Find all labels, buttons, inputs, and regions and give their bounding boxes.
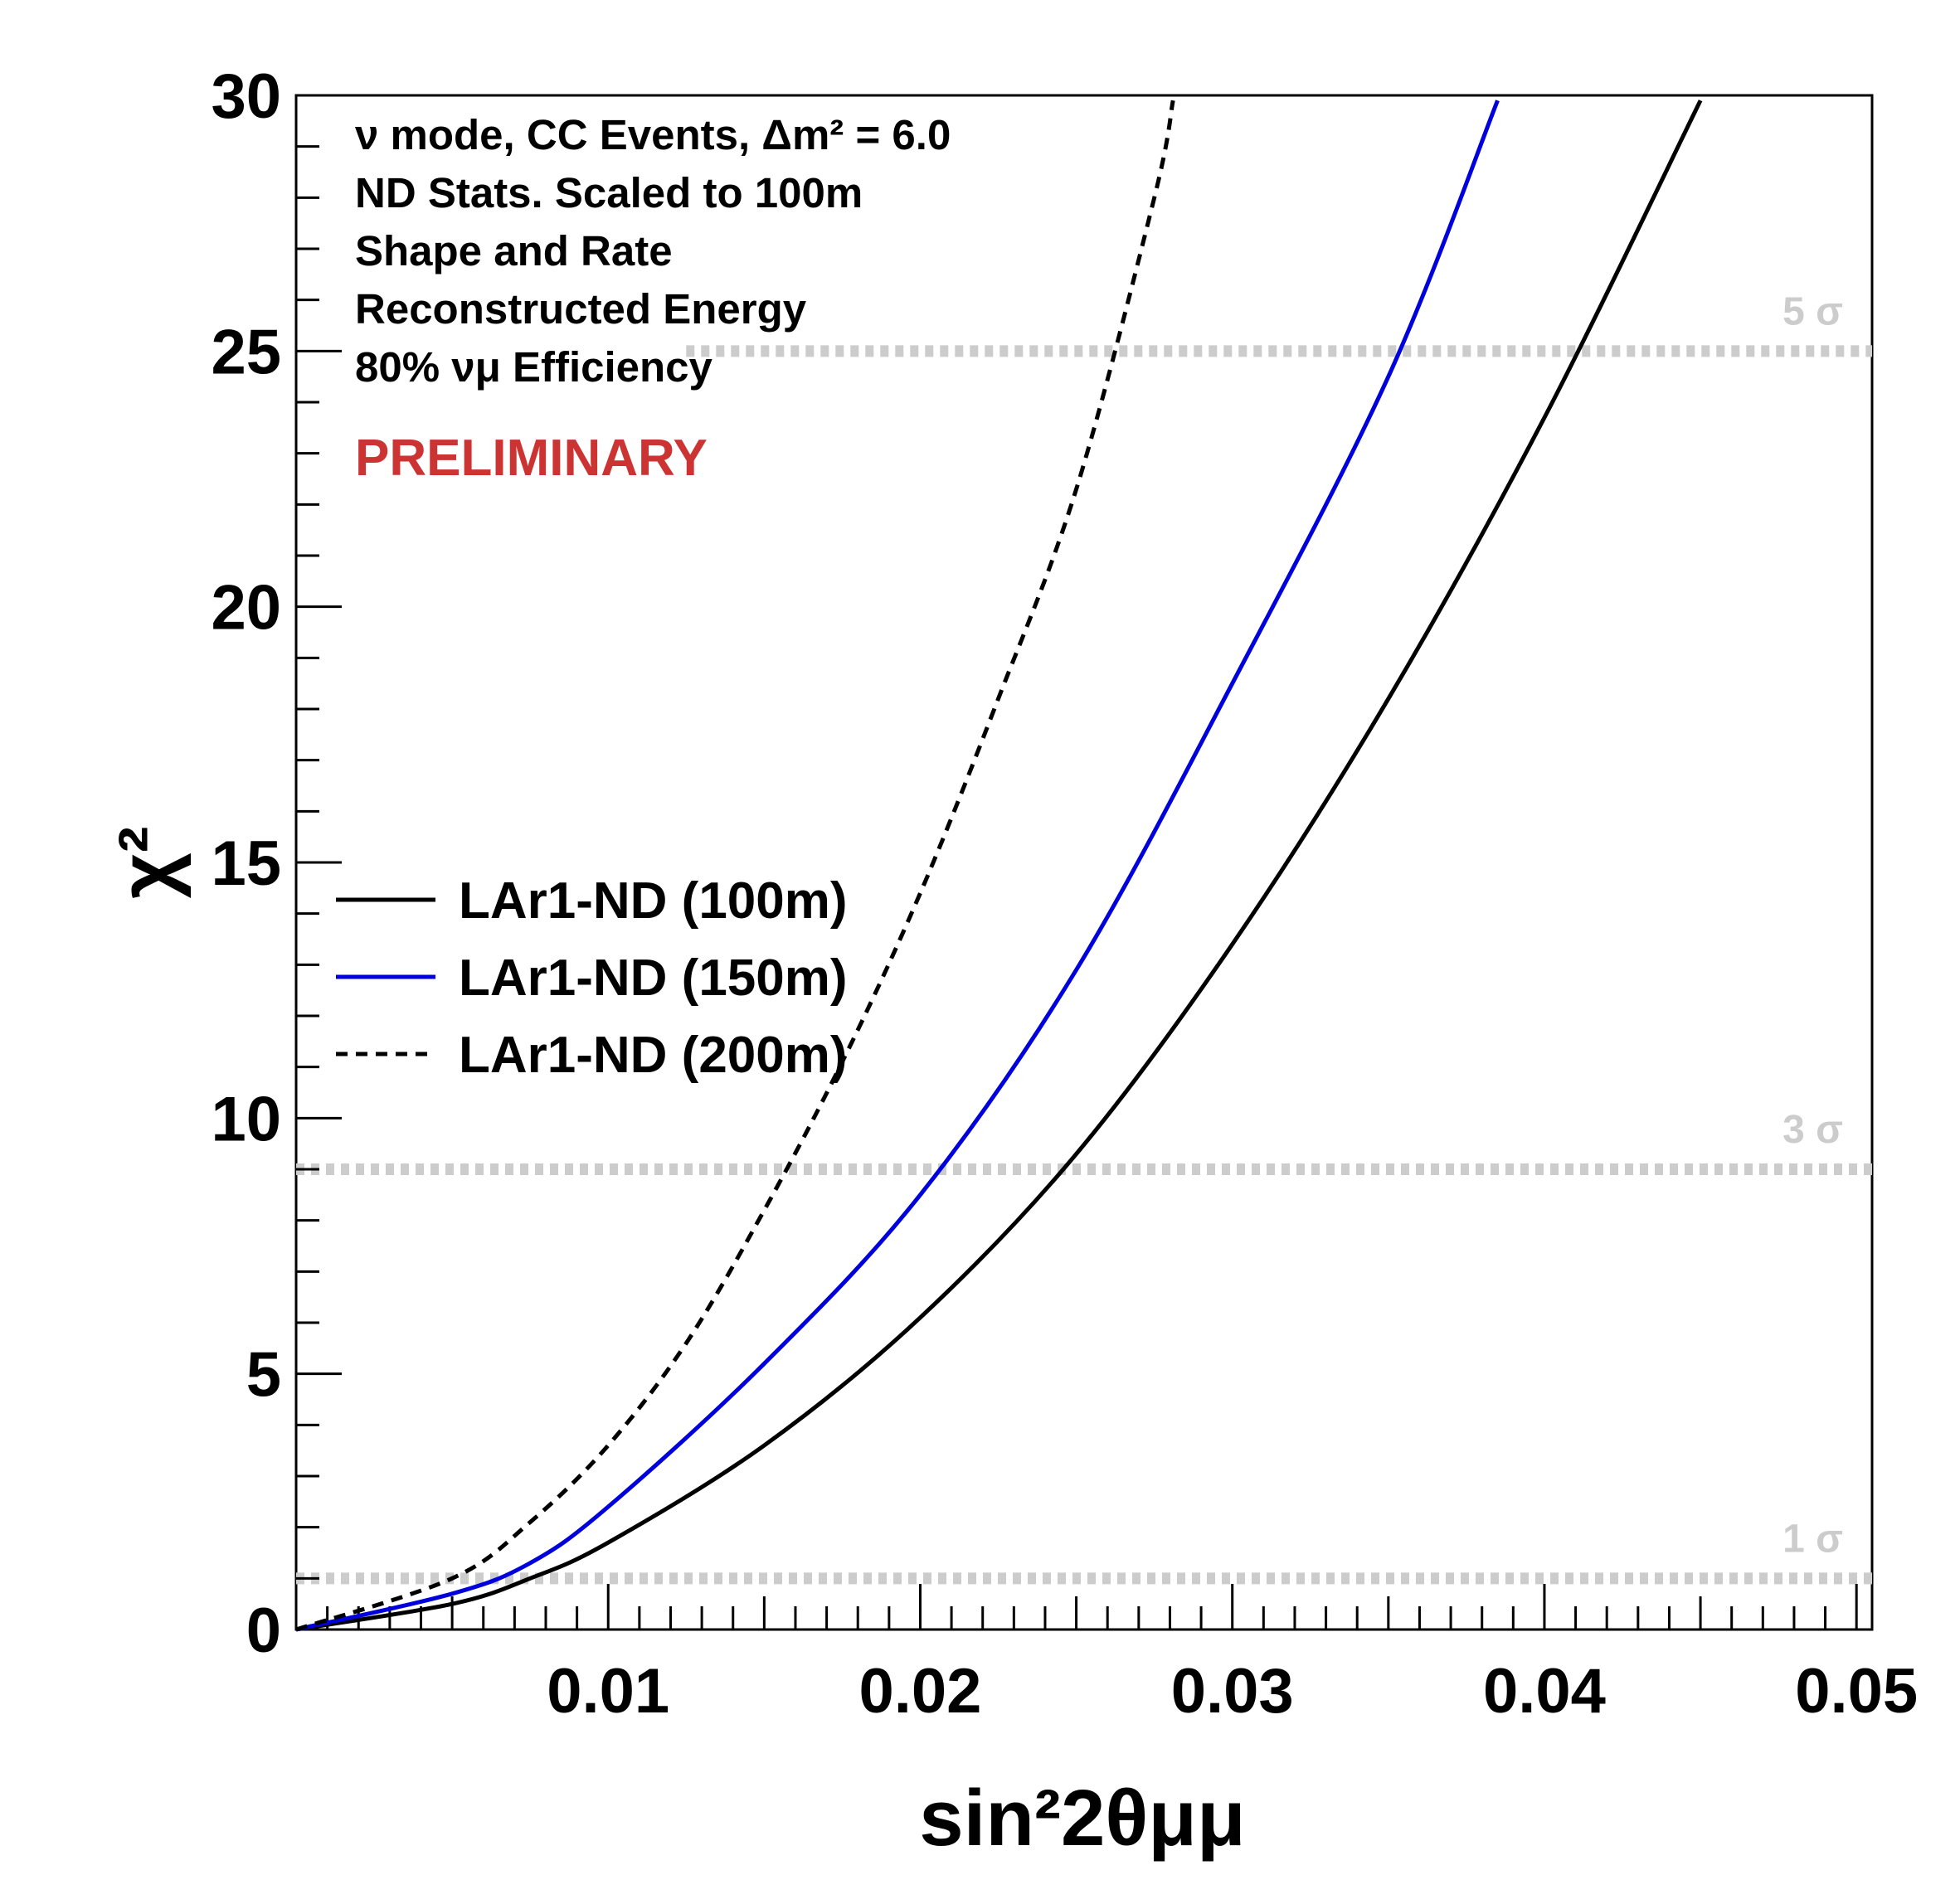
x-axis: 0.01 0.02 0.03 0.04 0.05 bbox=[326, 1584, 1918, 1727]
x-tick-label: 0.03 bbox=[1171, 1656, 1294, 1727]
annotation-line-2: ND Stats. Scaled to 100m bbox=[355, 169, 863, 216]
series-curves bbox=[295, 100, 1703, 1632]
y-axis: 0 5 10 15 20 25 30 bbox=[211, 61, 342, 1666]
sigma-reference-lines: 1 σ 3 σ 5 σ bbox=[296, 289, 1872, 1585]
legend-label-200m: LAr1-ND (200m) bbox=[459, 1027, 848, 1084]
x-tick-label: 0.05 bbox=[1795, 1656, 1918, 1727]
sigma-label-3: 5 σ bbox=[1782, 289, 1843, 333]
legend-label-100m: LAr1-ND (100m) bbox=[459, 872, 848, 930]
x-tick-label: 0.02 bbox=[859, 1656, 982, 1727]
x-axis-title: sin²2θμμ bbox=[919, 1774, 1245, 1863]
sigma-label-2: 3 σ bbox=[1782, 1108, 1843, 1152]
y-tick-label: 10 bbox=[211, 1084, 281, 1154]
y-axis-title: χ² bbox=[103, 826, 192, 898]
legend-label-150m: LAr1-ND (150m) bbox=[459, 950, 848, 1007]
preliminary-label: PRELIMINARY bbox=[355, 430, 708, 487]
sigma-label-1: 1 σ bbox=[1782, 1517, 1843, 1561]
x-tick-label: 0.04 bbox=[1483, 1656, 1606, 1727]
x-tick-label: 0.01 bbox=[547, 1656, 669, 1727]
series-line-1 bbox=[295, 100, 1703, 1632]
y-tick-label: 30 bbox=[211, 61, 281, 132]
y-tick-label: 5 bbox=[246, 1340, 281, 1411]
annotation-line-5: 80% νμ Efficiency bbox=[355, 343, 713, 391]
y-tick-label: 0 bbox=[246, 1596, 281, 1666]
y-tick-label: 20 bbox=[211, 573, 281, 644]
annotation-block: ν mode, CC Events, Δm² = 6.0 ND Stats. S… bbox=[355, 111, 951, 487]
y-tick-label: 15 bbox=[211, 828, 281, 899]
y-tick-label: 25 bbox=[211, 317, 281, 387]
series-line-2 bbox=[295, 100, 1500, 1632]
legend: LAr1-ND (100m) LAr1-ND (150m) LAr1-ND (2… bbox=[336, 872, 848, 1084]
annotation-line-1: ν mode, CC Events, Δm² = 6.0 bbox=[355, 111, 951, 158]
annotation-line-4: Reconstructed Energy bbox=[355, 285, 807, 333]
series-line-3 bbox=[295, 100, 1175, 1632]
annotation-line-3: Shape and Rate bbox=[355, 227, 673, 274]
